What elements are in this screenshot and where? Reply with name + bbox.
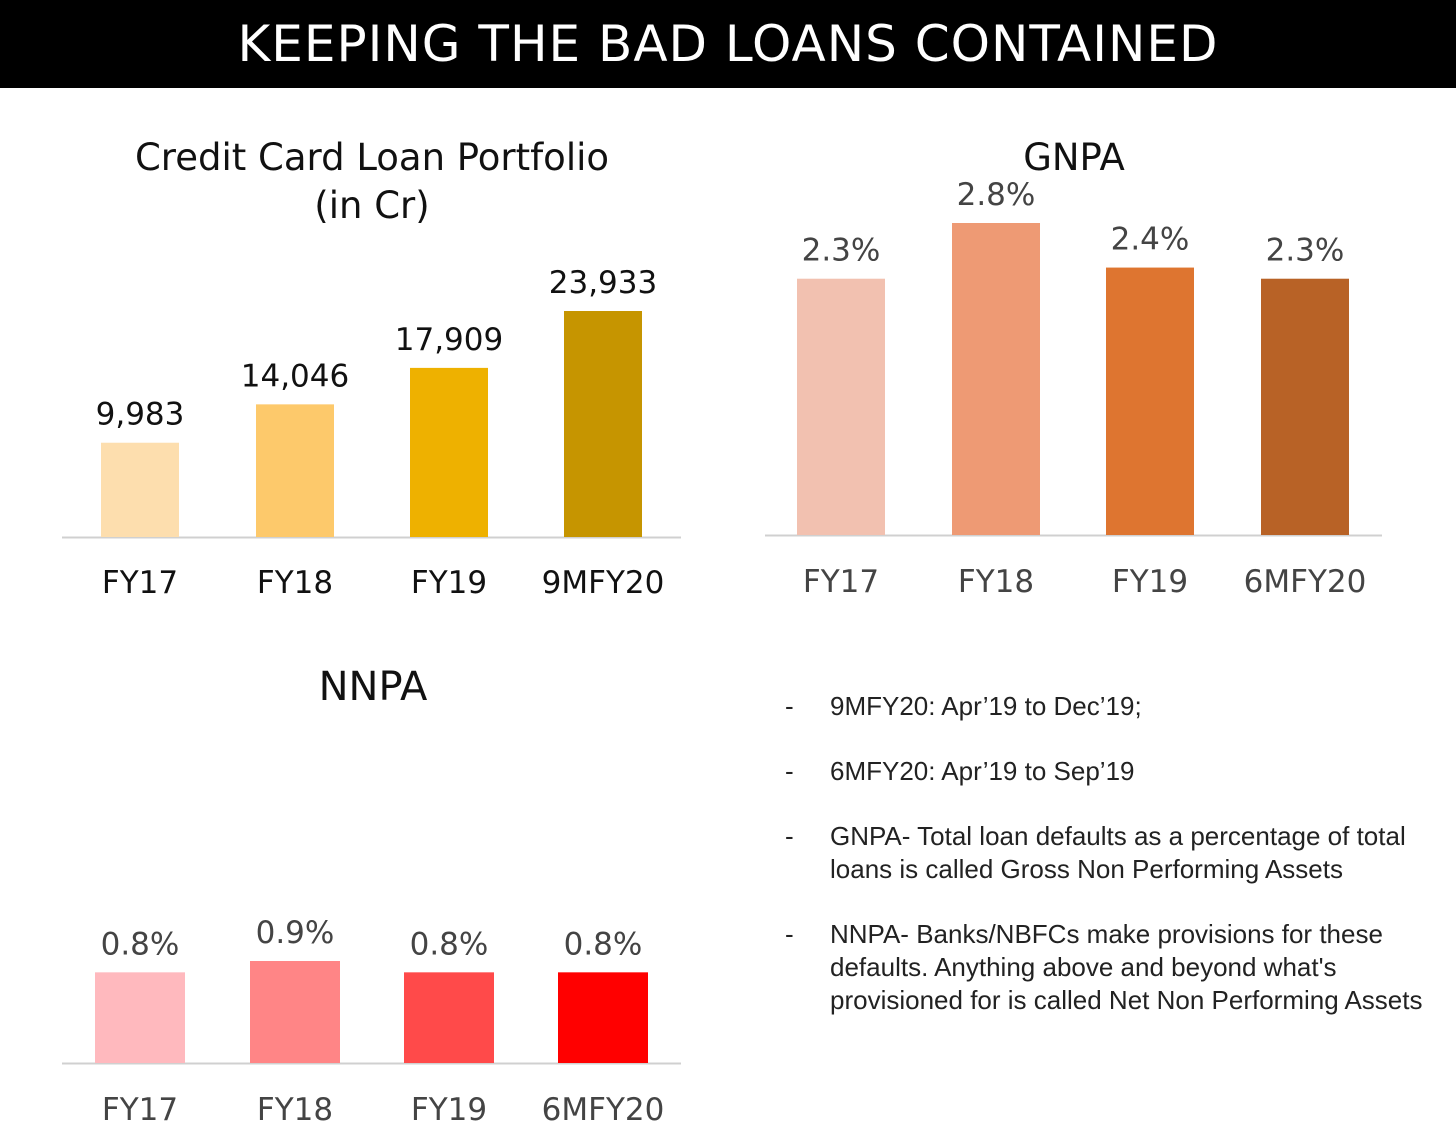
bar [797,278,885,535]
note-text: NNPA- Banks/NBFCs make provisions for th… [830,919,1423,1015]
bar [250,961,340,1063]
bar [558,972,648,1063]
x-tick-label: FY19 [411,1092,487,1128]
chart-title: NNPA [319,664,428,710]
bar [256,404,334,537]
x-tick-label: FY18 [257,1092,333,1128]
note-dash: - [785,821,794,851]
note-dash: - [785,756,794,786]
chart-title: GNPA [1023,136,1125,179]
title-banner: KEEPING THE BAD LOANS CONTAINED [0,0,1456,88]
x-tick-label: FY17 [102,1092,178,1128]
nnpa-chart: NNPA 0.8% FY17 0.9% FY18 0.8% FY19 0.8% 6MFY20 [62,664,681,1128]
x-tick-label: FY19 [411,565,487,601]
page-title: KEEPING THE BAD LOANS CONTAINED [237,15,1219,73]
data-label: 0.9% [256,915,335,951]
x-tick-label: FY18 [958,564,1034,600]
note-text: 6MFY20: Apr’19 to Sep’19 [830,756,1135,786]
bar [95,972,185,1063]
data-label: 2.3% [802,233,881,269]
note-item: - 6MFY20: Apr’19 to Sep’19 [785,755,1435,788]
bar [564,311,642,537]
data-label: 2.4% [1111,222,1190,258]
data-label: 17,909 [395,322,503,358]
bar [101,442,179,537]
data-label: 0.8% [564,926,643,962]
x-tick-label: FY18 [257,565,333,601]
note-item: - 9MFY20: Apr’19 to Dec’19; [785,690,1435,723]
credit-card-loan-portfolio-chart: Credit Card Loan Portfolio (in Cr) 9,983 FY… [62,136,681,601]
bar [1261,278,1349,535]
notes-list: - 9MFY20: Apr’19 to Dec’19; - 6MFY20: Ap… [785,690,1435,1049]
note-text: GNPA- Total loan defaults as a percentag… [830,821,1406,884]
note-item: - GNPA- Total loan defaults as a percent… [785,820,1435,886]
x-tick-label: 6MFY20 [542,1092,665,1128]
x-tick-label: 9MFY20 [542,565,665,601]
note-dash: - [785,691,794,721]
bar [1106,267,1194,535]
data-label: 2.3% [1266,233,1345,269]
note-text: 9MFY20: Apr’19 to Dec’19; [830,691,1142,721]
data-label: 23,933 [549,265,657,301]
chart-title: (in Cr) [314,184,429,227]
gnpa-chart: GNPA 2.3% FY17 2.8% FY18 2.4% FY19 2.3% 6MFY20 [765,136,1382,600]
x-tick-label: FY17 [803,564,879,600]
bar [410,367,488,537]
note-dash: - [785,919,794,949]
x-tick-label: FY19 [1112,564,1188,600]
data-label: 2.8% [957,177,1036,213]
data-label: 0.8% [410,926,489,962]
bar [404,972,494,1063]
x-tick-label: FY17 [102,565,178,601]
note-item: - NNPA- Banks/NBFCs make provisions for … [785,918,1435,1017]
bar [952,223,1040,535]
x-tick-label: 6MFY20 [1244,564,1367,600]
data-label: 14,046 [241,358,349,394]
data-label: 0.8% [101,926,180,962]
data-label: 9,983 [96,397,185,433]
chart-title: Credit Card Loan Portfolio [135,136,609,179]
